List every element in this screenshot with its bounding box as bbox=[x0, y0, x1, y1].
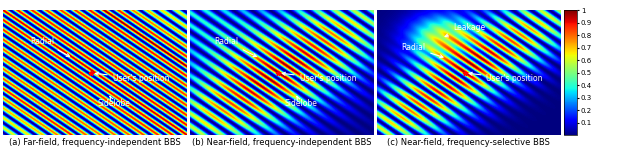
Text: User's position: User's position bbox=[282, 72, 356, 83]
Text: Radial: Radial bbox=[214, 37, 257, 57]
Text: User's position: User's position bbox=[95, 72, 169, 83]
Text: Sidelobe: Sidelobe bbox=[97, 96, 131, 108]
Text: User's position: User's position bbox=[469, 72, 543, 83]
X-axis label: (a) Far-field, frequency-independent BBS: (a) Far-field, frequency-independent BBS bbox=[9, 138, 180, 147]
X-axis label: (b) Near-field, frequency-independent BBS: (b) Near-field, frequency-independent BB… bbox=[192, 138, 371, 147]
Text: Sidelobe: Sidelobe bbox=[284, 96, 317, 108]
Text: Radial: Radial bbox=[31, 37, 70, 56]
Text: Radial: Radial bbox=[401, 43, 443, 58]
X-axis label: (c) Near-field, frequency-selective BBS: (c) Near-field, frequency-selective BBS bbox=[387, 138, 550, 147]
Text: Leakage: Leakage bbox=[445, 23, 486, 37]
